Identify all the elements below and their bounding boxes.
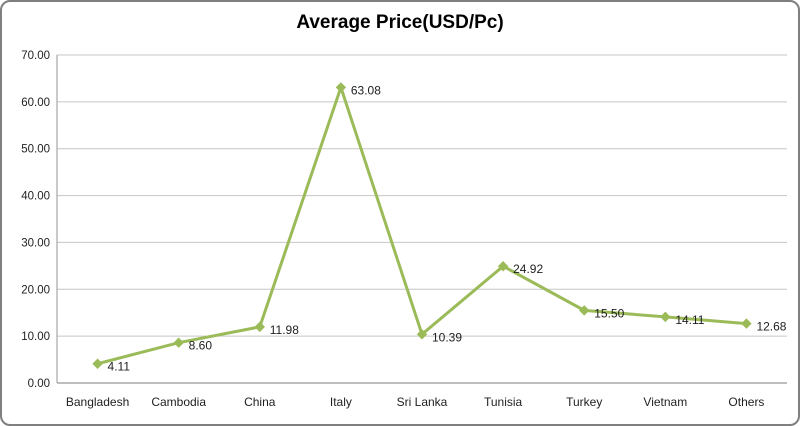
x-category-label: Bangladesh xyxy=(66,395,129,409)
data-label: 12.68 xyxy=(756,320,786,334)
data-point-marker xyxy=(173,337,184,348)
y-tick-label: 70.00 xyxy=(21,50,50,62)
y-tick-label: 50.00 xyxy=(21,144,50,156)
data-label: 11.98 xyxy=(270,323,299,337)
data-point-marker xyxy=(92,358,103,369)
x-category-label: Others xyxy=(728,395,764,409)
chart-title: Average Price(USD/Pc) xyxy=(296,12,504,33)
data-label: 4.11 xyxy=(108,360,131,374)
y-tick-label: 40.00 xyxy=(21,191,50,203)
data-label: 10.39 xyxy=(432,330,462,344)
y-tick-label: 60.00 xyxy=(21,97,50,109)
x-category-label: Tunisia xyxy=(484,395,523,409)
x-category-label: China xyxy=(244,395,276,409)
x-category-label: Vietnam xyxy=(643,395,687,409)
data-point-marker xyxy=(335,82,347,93)
data-label: 8.60 xyxy=(189,339,213,353)
data-point-marker xyxy=(660,311,671,323)
x-category-label: Turkey xyxy=(566,395,602,409)
x-category-label: Sri Lanka xyxy=(397,395,448,409)
data-point-marker xyxy=(254,321,265,333)
data-point-marker xyxy=(579,305,590,316)
x-category-label: Italy xyxy=(330,395,352,409)
series-line xyxy=(97,82,747,366)
y-tick-label: 0.00 xyxy=(28,378,50,390)
data-point-marker xyxy=(741,318,752,329)
y-tick-label: 30.00 xyxy=(21,237,50,249)
x-category-label: Cambodia xyxy=(151,395,206,409)
y-tick-label: 10.00 xyxy=(21,331,50,343)
data-label: 63.08 xyxy=(351,83,381,97)
data-point-marker xyxy=(416,329,428,340)
y-tick-label: 20.00 xyxy=(21,284,50,296)
data-point-marker xyxy=(497,261,509,272)
data-label: 14.11 xyxy=(675,313,704,327)
data-label: 24.92 xyxy=(513,262,543,276)
data-label: 15.50 xyxy=(594,306,624,320)
